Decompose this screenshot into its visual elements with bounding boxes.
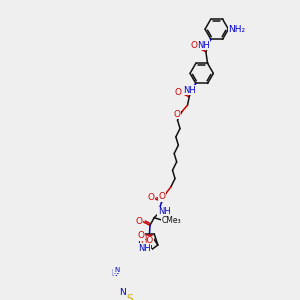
Text: O: O [158, 192, 165, 201]
Text: N: N [111, 269, 117, 278]
Text: NH₂: NH₂ [228, 25, 245, 34]
Text: N: N [145, 242, 152, 251]
Text: HO: HO [140, 236, 153, 245]
Text: N: N [118, 289, 125, 298]
Text: O: O [136, 217, 143, 226]
Text: N: N [119, 288, 126, 297]
Text: NH: NH [197, 40, 210, 50]
Text: O: O [147, 193, 154, 202]
Text: CMe₃: CMe₃ [162, 216, 182, 225]
Text: O: O [173, 110, 180, 119]
Text: O: O [138, 231, 145, 240]
Text: NH: NH [183, 86, 196, 95]
Text: NH: NH [158, 207, 171, 216]
Text: N: N [113, 269, 118, 275]
Text: O: O [175, 88, 182, 97]
Text: S: S [128, 293, 134, 300]
Text: O: O [191, 41, 198, 50]
Text: N: N [115, 267, 120, 273]
Text: NH: NH [138, 244, 151, 253]
Text: S: S [127, 294, 133, 300]
